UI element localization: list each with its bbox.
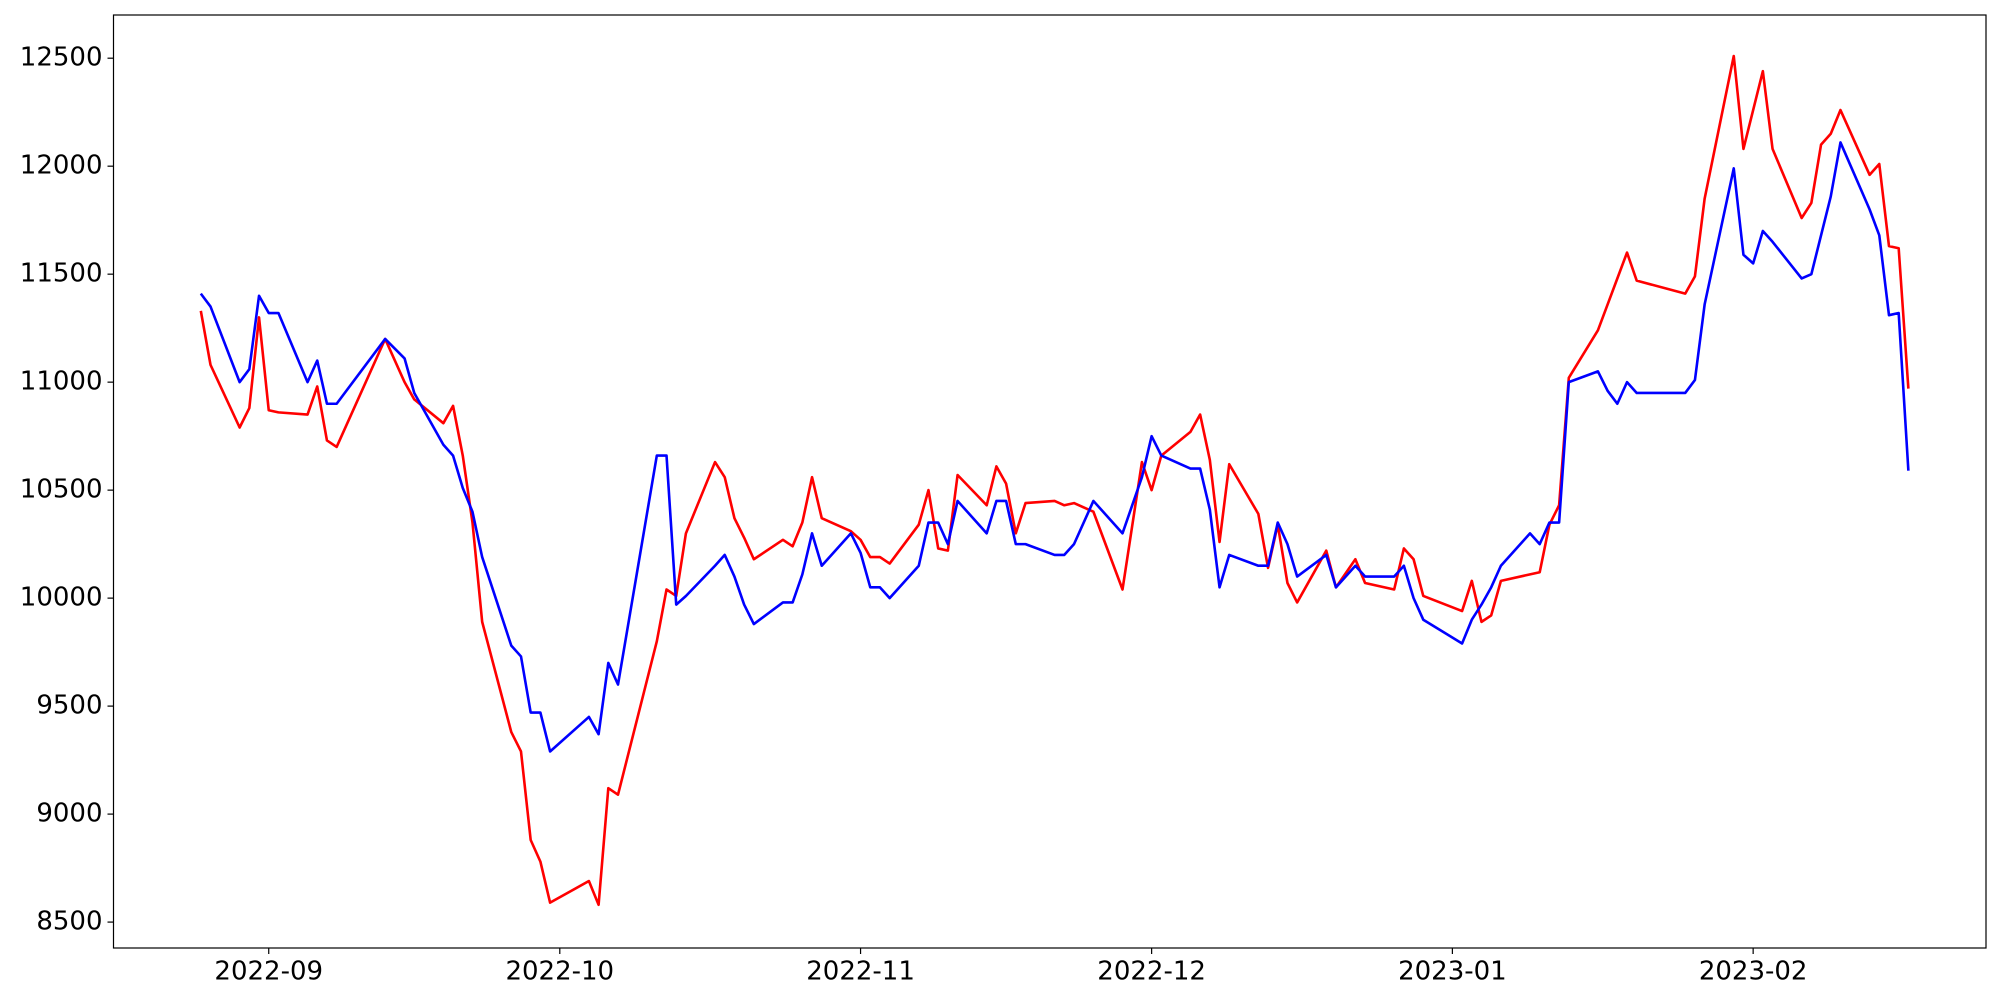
y-tick-label: 10500 [20, 475, 103, 505]
y-tick-label: 10000 [20, 583, 103, 613]
y-tick-label: 9500 [36, 691, 102, 721]
x-tick-label: 2022-10 [505, 957, 614, 987]
x-tick-label: 2023-02 [1699, 957, 1808, 987]
plot-frame [112, 14, 1987, 949]
data-line [199, 141, 1910, 753]
y-tick-label: 12000 [20, 151, 103, 181]
x-tick-label: 2022-12 [1097, 957, 1206, 987]
y-tick-label: 9000 [36, 799, 102, 829]
x-tick-label: 2022-09 [214, 957, 323, 987]
x-tick-label: 2023-01 [1398, 957, 1507, 987]
y-tick-label: 12500 [20, 43, 103, 73]
y-tick-label: 11500 [20, 259, 103, 289]
data-line [199, 54, 1910, 907]
x-tick-label: 2022-11 [806, 957, 915, 987]
y-tick-label: 8500 [36, 907, 102, 937]
y-tick-label: 11000 [20, 367, 103, 397]
